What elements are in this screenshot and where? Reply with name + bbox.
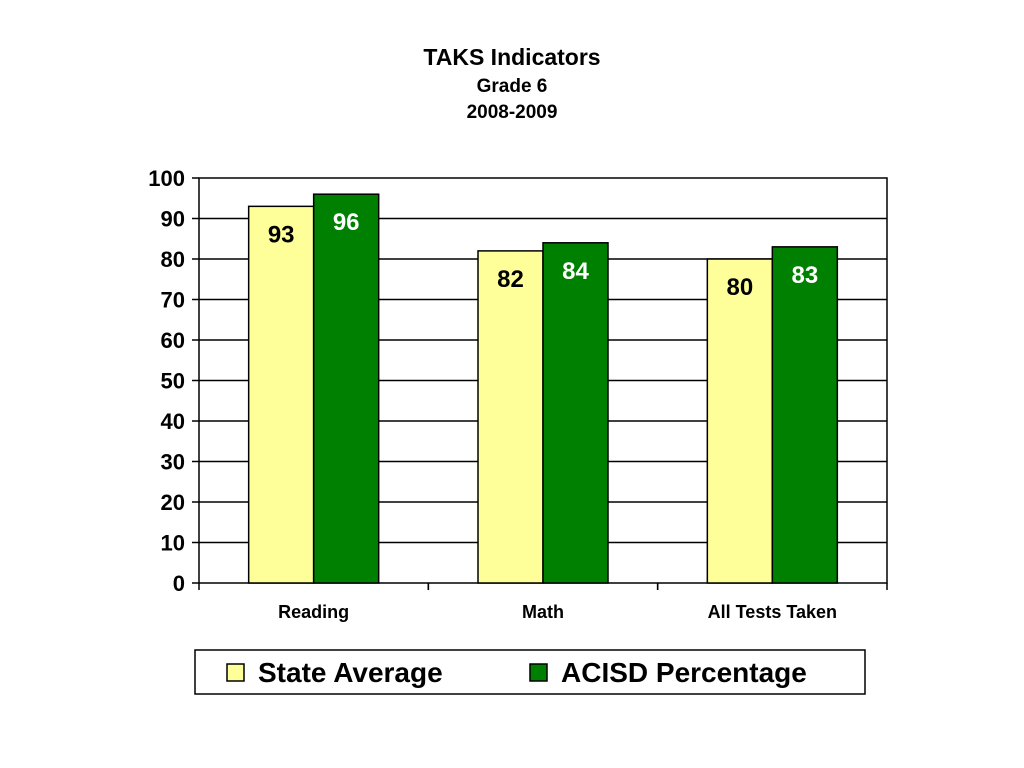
data-label: 83	[791, 262, 818, 289]
bar-acisd-percentage	[312, 193, 380, 584]
legend-label: ACISD Percentage	[561, 657, 807, 688]
x-category-label: Reading	[278, 602, 349, 622]
y-tick-label: 70	[161, 288, 185, 313]
y-tick-label: 40	[161, 409, 185, 434]
bar-state-average	[247, 205, 315, 584]
y-tick-label: 50	[161, 369, 185, 394]
x-category-label: Math	[522, 602, 564, 622]
data-label: 84	[562, 258, 589, 285]
legend-label: State Average	[258, 657, 443, 688]
bar-acisd-percentage	[542, 242, 609, 584]
legend: State Average ACISD Percentage	[194, 649, 866, 695]
chart-subtitle-years: 2008-2009	[466, 102, 558, 123]
data-labels: 93 96 82 84 80 83	[268, 209, 818, 301]
data-label: 96	[333, 209, 360, 236]
y-tick-label: 20	[161, 490, 185, 515]
bar-state-average	[477, 250, 544, 584]
data-label: 93	[268, 221, 295, 248]
bars	[247, 193, 839, 584]
bar-state-average	[706, 258, 774, 584]
y-tick-label: 90	[161, 207, 185, 232]
x-category-label: All Tests Taken	[708, 602, 837, 622]
y-tick-label: 0	[173, 571, 185, 596]
y-tick-label: 10	[161, 531, 185, 556]
axes: 0 10 20 30 40 50 60 70 80 90 100 Reading Math All Tes…	[148, 166, 888, 622]
y-tick-label: 100	[148, 166, 185, 191]
data-label: 82	[497, 266, 524, 293]
legend-swatch	[226, 663, 245, 682]
y-tick-label: 60	[161, 328, 185, 353]
chart-subtitle-grade: Grade 6	[476, 76, 548, 97]
y-tick-label: 30	[161, 450, 185, 475]
legend-swatch	[529, 663, 548, 682]
chart-title: TAKS Indicators	[423, 44, 601, 70]
bar-acisd-percentage	[771, 246, 839, 584]
y-tick-label: 80	[161, 247, 185, 272]
data-label: 80	[726, 274, 753, 301]
